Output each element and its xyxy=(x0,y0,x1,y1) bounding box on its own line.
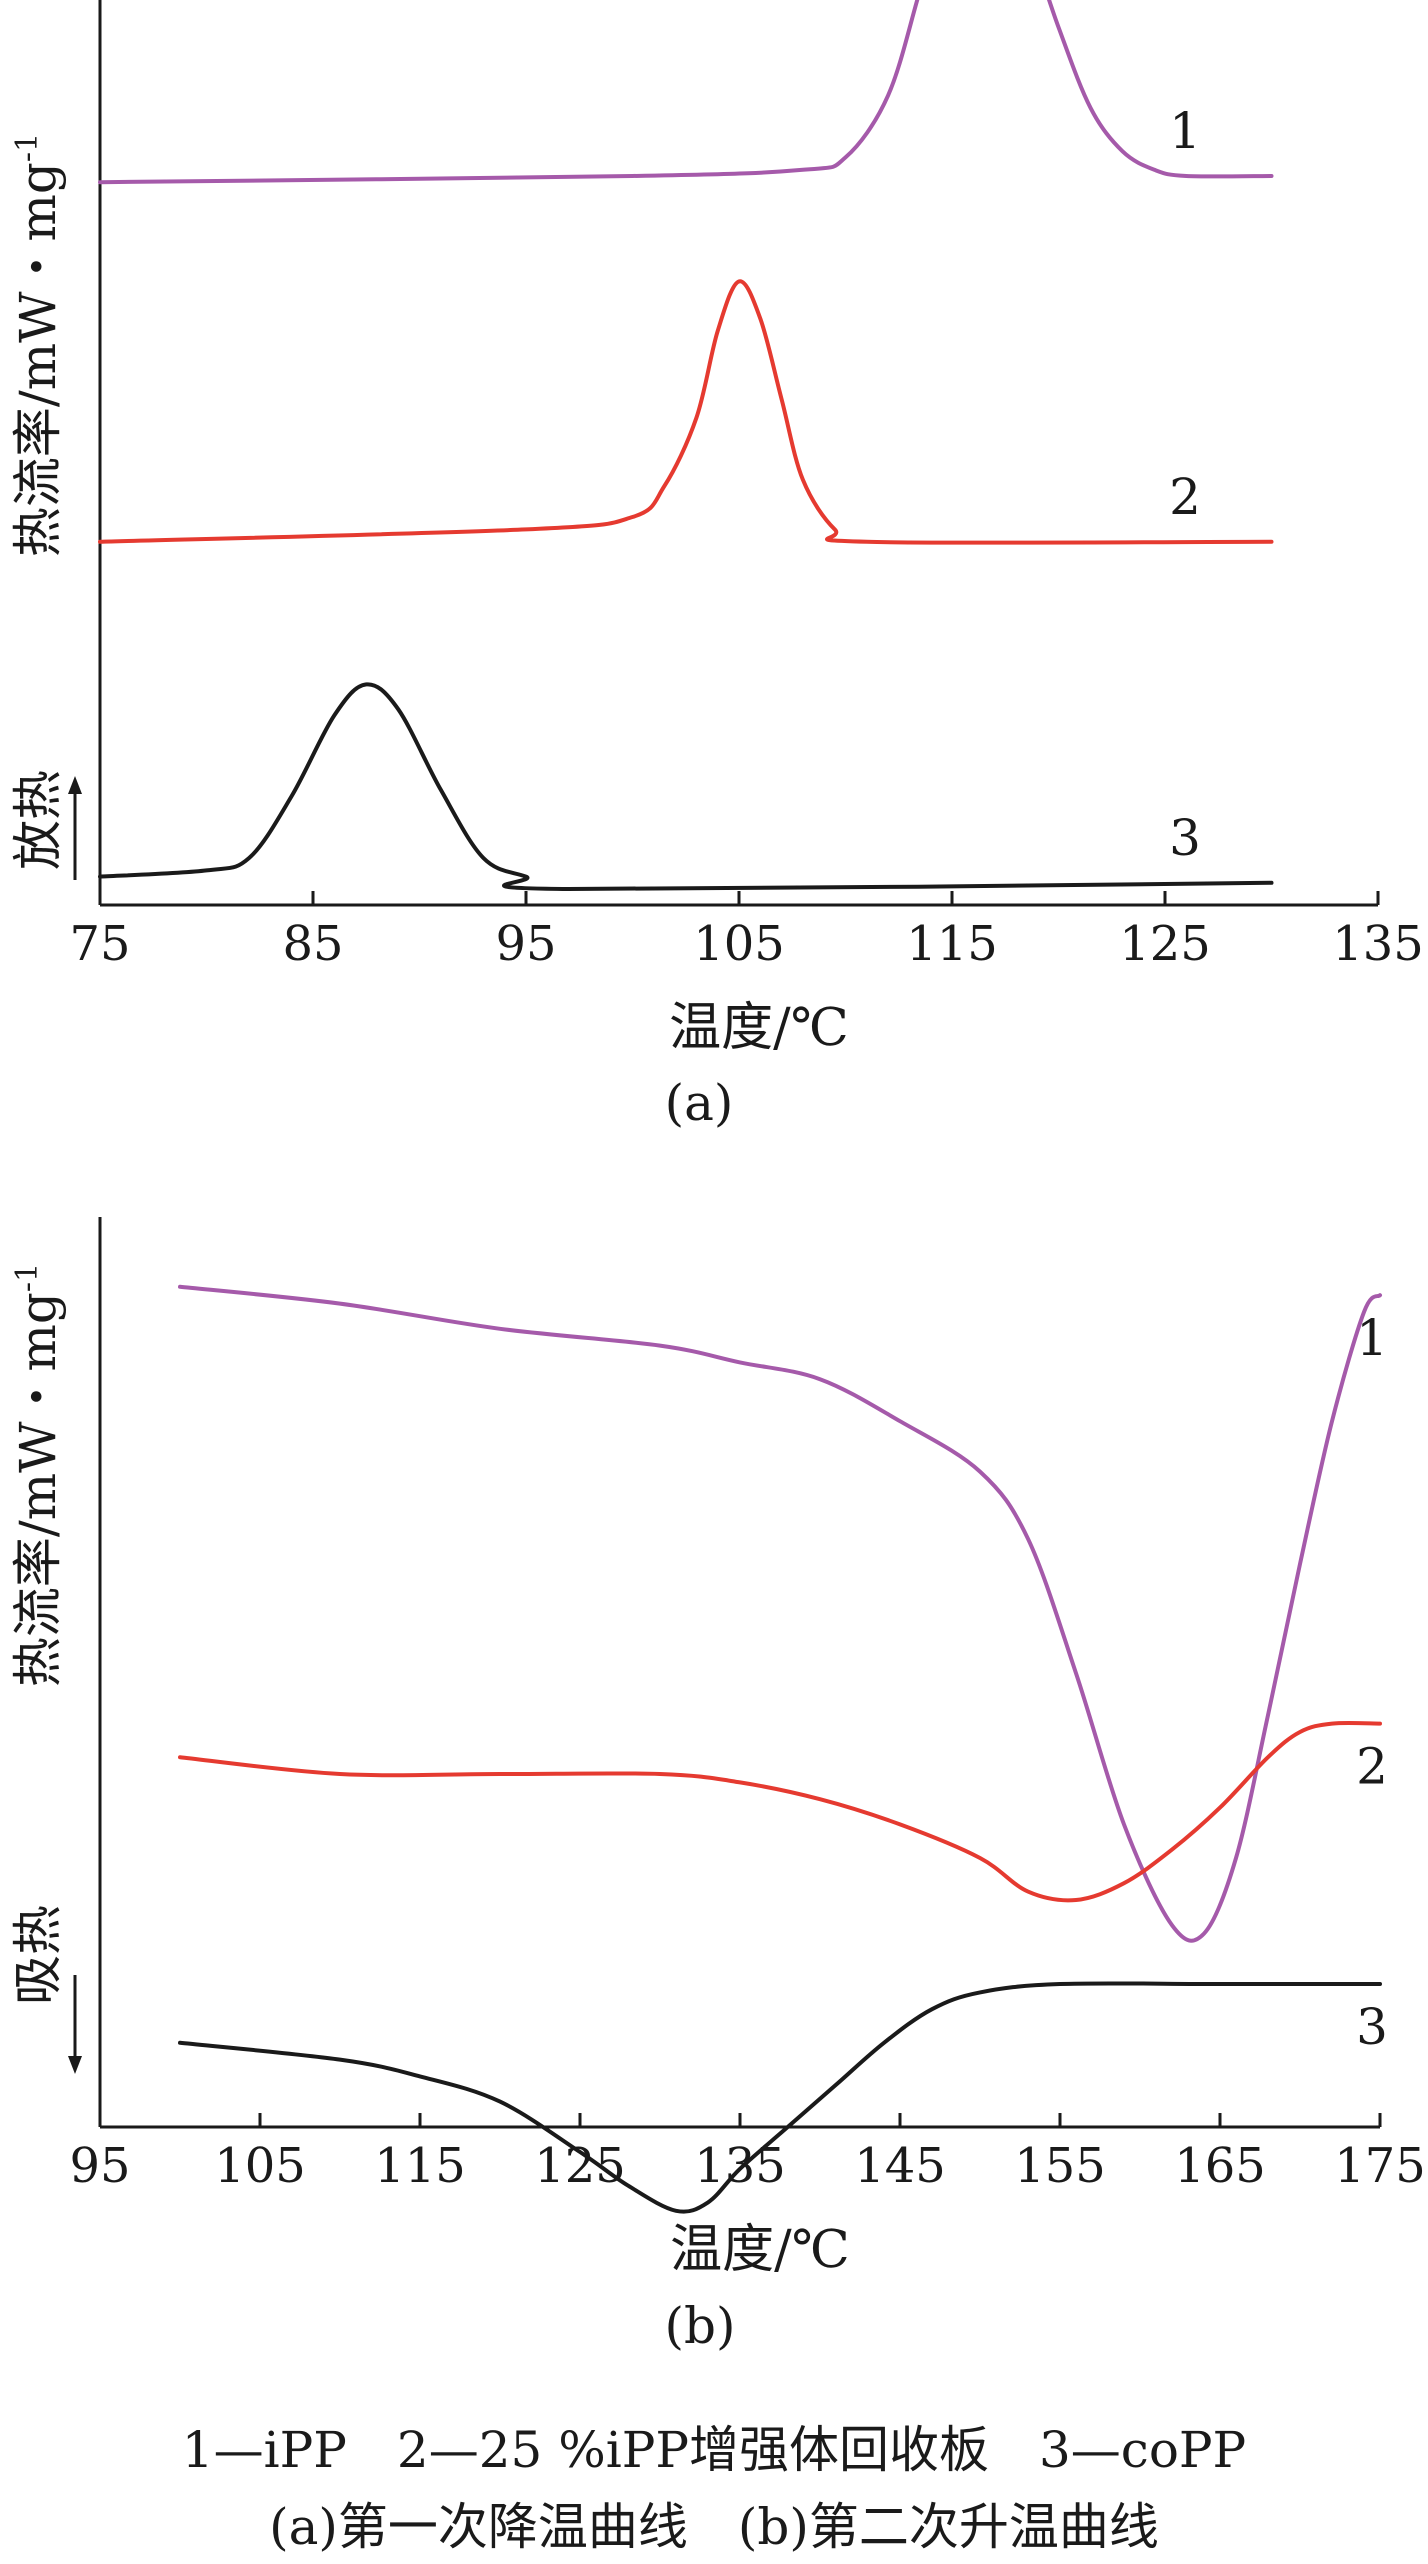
series-1-label: 1 xyxy=(1169,102,1201,160)
x-tick-label: 135 xyxy=(694,2138,786,2194)
x-tick-label: 165 xyxy=(1174,2138,1266,2194)
x-tick-label: 75 xyxy=(69,916,130,972)
x-tick-label: 175 xyxy=(1334,2138,1426,2194)
series-3-label: 3 xyxy=(1356,1998,1388,2056)
y-axis-label: 热流率/mW・mg-1 xyxy=(9,1263,67,1687)
figure-subtitles: (a)第一次降温曲线 (b)第二次升温曲线 xyxy=(269,2498,1159,2556)
x-tick-label: 115 xyxy=(906,916,998,972)
series-3-line xyxy=(98,682,1274,892)
figure-legend: 1—iPP 2—25 %iPP增强体回收板 3—coPP xyxy=(181,2421,1247,2479)
x-axis-label: 温度/℃ xyxy=(670,2220,850,2280)
series-3-label: 3 xyxy=(1169,809,1201,867)
x-tick-label: 95 xyxy=(69,2138,130,2194)
series-2-line xyxy=(98,279,1274,545)
series-1-label: 1 xyxy=(1356,1309,1388,1367)
x-tick-label: 125 xyxy=(534,2138,626,2194)
direction-arrow-head xyxy=(68,2056,82,2074)
x-tick-label: 155 xyxy=(1014,2138,1106,2194)
panel-caption: (a) xyxy=(665,1074,734,1132)
series-1-line xyxy=(98,0,1274,185)
chart-b: 95 105 115 125 135 145 155 165 175 温度/℃ (b) 热流率/mW・… xyxy=(9,1217,1426,2355)
x-axis-label: 温度/℃ xyxy=(669,998,849,1058)
series-2-label: 2 xyxy=(1169,468,1201,526)
x-tick-label: 85 xyxy=(282,916,343,972)
x-tick-label: 125 xyxy=(1119,916,1211,972)
x-tick-label: 95 xyxy=(495,916,556,972)
direction-label: 放热 xyxy=(9,770,67,870)
series-1-line xyxy=(178,1284,1382,1943)
x-tick-label: 105 xyxy=(214,2138,306,2194)
x-tick-label: 115 xyxy=(374,2138,466,2194)
x-tick-label: 135 xyxy=(1332,916,1424,972)
direction-label: 吸热 xyxy=(9,1905,67,2005)
series-2-line xyxy=(178,1720,1382,1903)
panel-caption: (b) xyxy=(664,2297,735,2355)
y-axis-label: 热流率/mW・mg-1 xyxy=(9,133,67,557)
y-axis-label-superscript: -1 xyxy=(10,133,45,162)
x-tick-label: 105 xyxy=(693,916,785,972)
y-axis-label-superscript: -1 xyxy=(10,1263,45,1292)
direction-arrow-head xyxy=(68,776,82,794)
chart-a: 75 85 95 105 115 125 135 温度/℃ (a) 热流率/mW・mg-1 放热 1 2… xyxy=(9,0,1424,1132)
x-tick-label: 145 xyxy=(854,2138,946,2194)
series-3-line xyxy=(178,1981,1382,2214)
series-2-label: 2 xyxy=(1356,1738,1388,1796)
